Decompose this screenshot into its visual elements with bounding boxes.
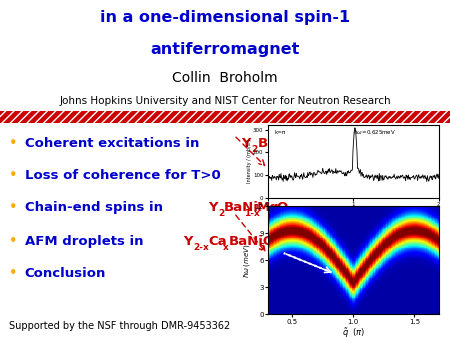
Text: Conclusion: Conclusion [25, 267, 106, 280]
Bar [0, 111, 450, 123]
Text: k=π: k=π [274, 130, 286, 135]
Text: AFM droplets in: AFM droplets in [25, 235, 148, 248]
X-axis label: $\tilde{\xi}$ $(\pi)$: $\tilde{\xi}$ $(\pi)$ [346, 208, 360, 218]
Text: Y: Y [184, 235, 193, 248]
Text: antiferromagnet: antiferromagnet [150, 42, 300, 57]
Text: •: • [9, 200, 18, 215]
Text: 2: 2 [218, 209, 224, 218]
Text: BaNi: BaNi [224, 201, 259, 214]
Text: Chain-end spins in: Chain-end spins in [25, 201, 167, 214]
Text: x: x [271, 209, 277, 218]
Text: •: • [9, 136, 18, 151]
Text: BaNiO: BaNiO [257, 137, 303, 150]
Y-axis label: Intensity / (mb/sr): Intensity / (mb/sr) [247, 139, 252, 184]
Text: •: • [9, 234, 18, 249]
Text: Loss of coherence for T>0: Loss of coherence for T>0 [25, 169, 220, 182]
Bar [0, 111, 450, 123]
Text: Coherent excitations in: Coherent excitations in [25, 137, 204, 150]
Text: Ca: Ca [208, 235, 227, 248]
Y-axis label: $\hbar\omega\,(meV)$: $\hbar\omega\,(meV)$ [242, 243, 252, 277]
Text: Y: Y [208, 201, 217, 214]
Text: Y: Y [241, 137, 250, 150]
Text: O: O [277, 201, 288, 214]
Text: 2: 2 [251, 145, 257, 153]
Text: x: x [223, 243, 229, 251]
Text: $\hbar\omega$=0.625meV: $\hbar\omega$=0.625meV [353, 128, 396, 136]
X-axis label: $\tilde{q}$  $(\pi)$: $\tilde{q}$ $(\pi)$ [342, 326, 365, 338]
Text: 5: 5 [258, 243, 265, 251]
Text: in a one-dimensional spin-1: in a one-dimensional spin-1 [100, 10, 350, 25]
Text: Supported by the NSF through DMR-9453362: Supported by the NSF through DMR-9453362 [9, 321, 230, 331]
Text: 2-x: 2-x [194, 243, 209, 251]
Text: •: • [9, 266, 18, 281]
Text: 1-x: 1-x [244, 209, 260, 218]
Text: Mg: Mg [256, 201, 279, 214]
Text: 5: 5 [287, 145, 293, 153]
Text: •: • [9, 168, 18, 183]
Text: BaNiO: BaNiO [229, 235, 274, 248]
Text: Johns Hopkins University and NIST Center for Neutron Research: Johns Hopkins University and NIST Center… [59, 96, 391, 106]
Text: Collin  Broholm: Collin Broholm [172, 71, 278, 85]
